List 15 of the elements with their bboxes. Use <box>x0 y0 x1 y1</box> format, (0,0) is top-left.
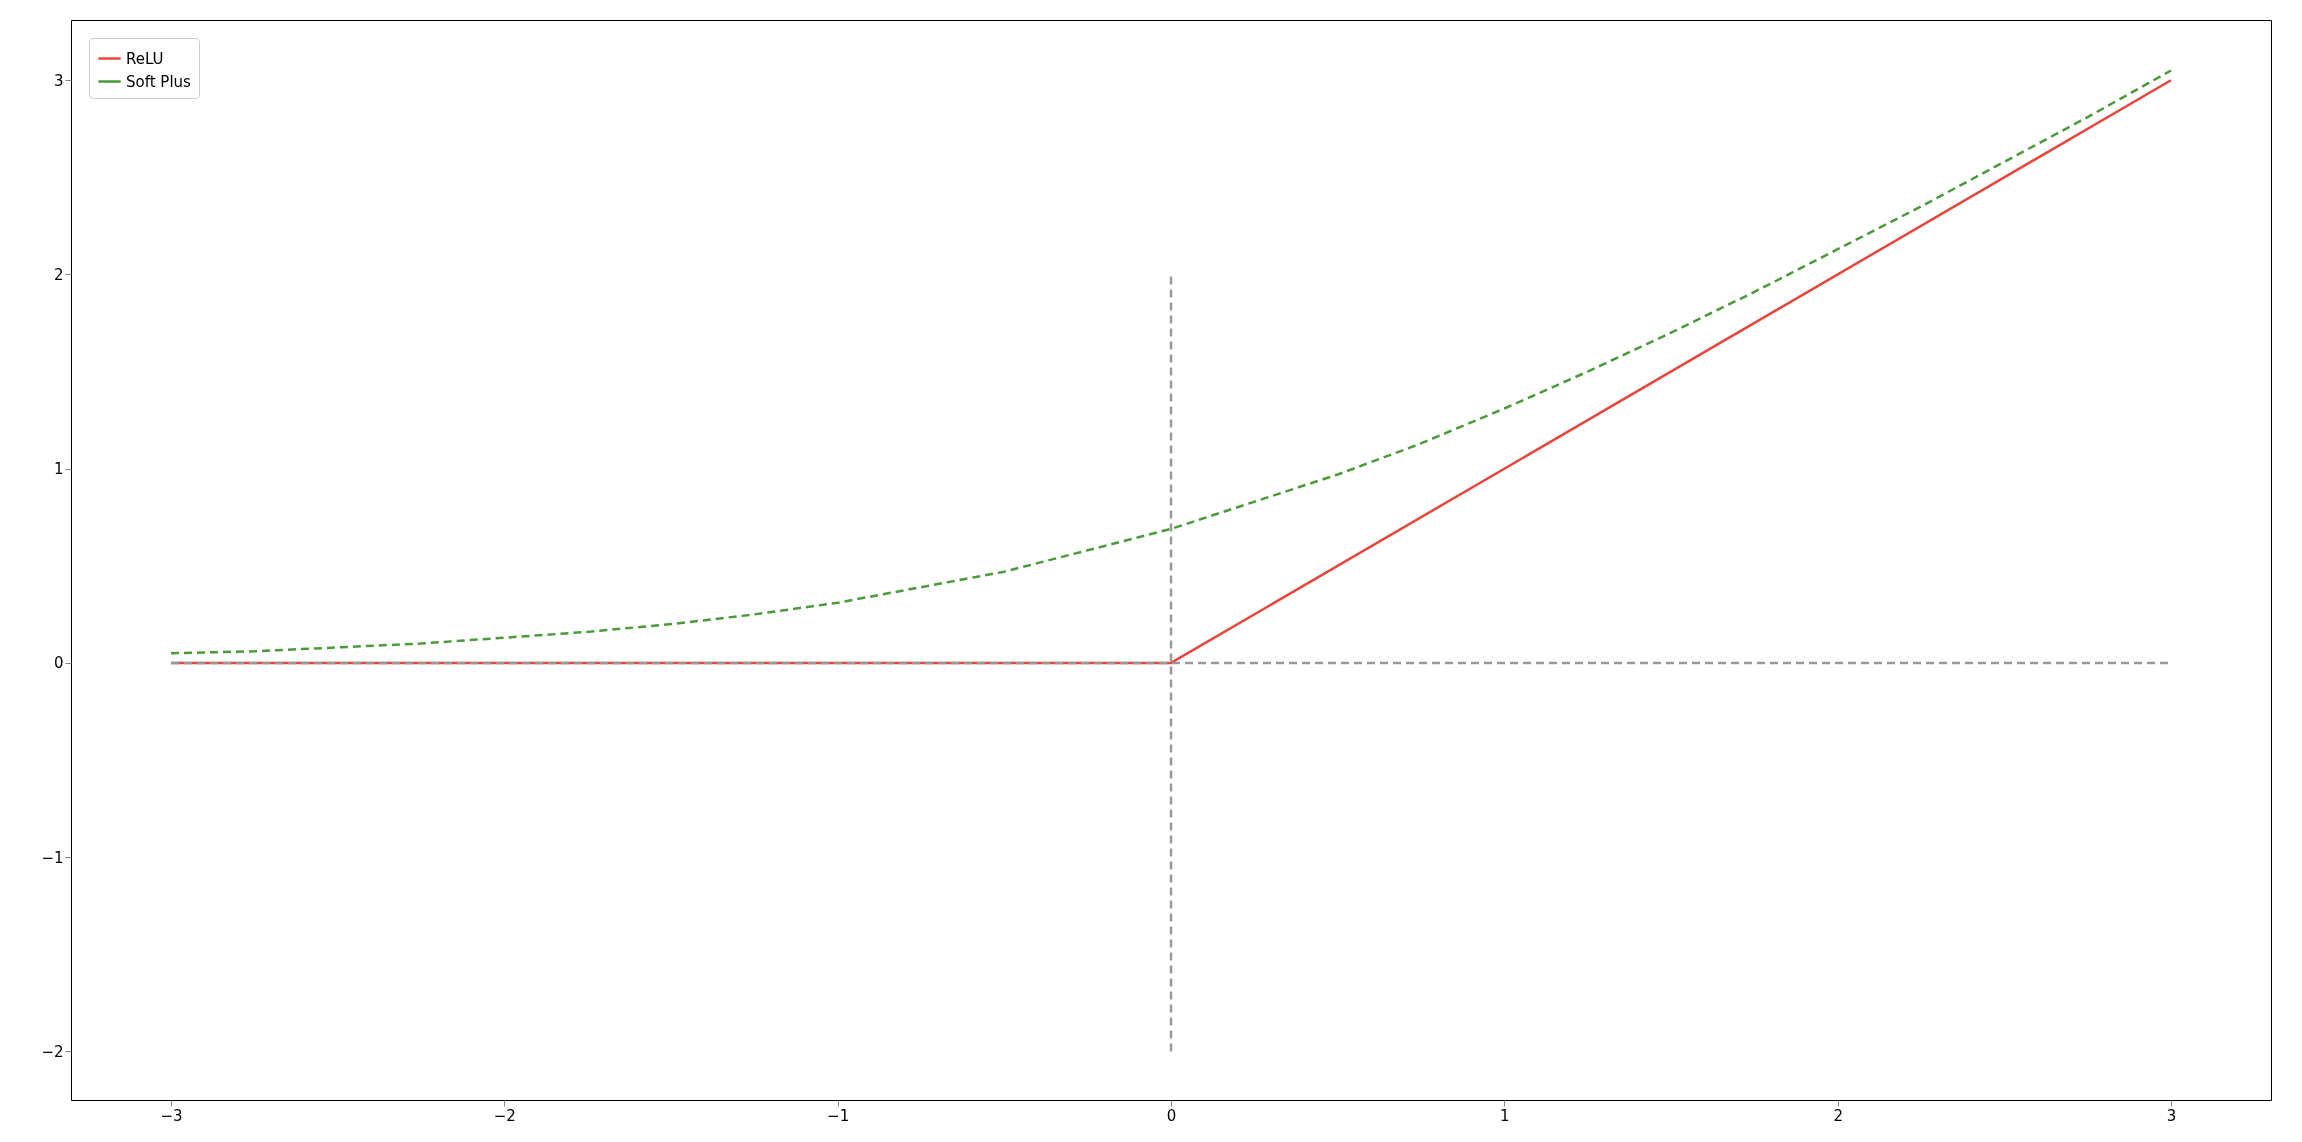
x-tick-label: −2 <box>493 1106 516 1125</box>
y-tick-label: 0 <box>53 654 64 673</box>
y-tick-label: −2 <box>41 1042 64 1061</box>
legend-label: Soft Plus <box>126 72 192 91</box>
y-tick-label: 3 <box>53 71 64 90</box>
y-tick-label: −1 <box>41 848 64 867</box>
x-tick-label: −3 <box>160 1106 183 1125</box>
x-tick-label: 3 <box>2166 1106 2177 1125</box>
x-tick-label: 1 <box>1500 1106 1510 1125</box>
legend-label: ReLU <box>126 49 164 68</box>
y-tick-label: 2 <box>53 265 64 284</box>
y-tick-label: 1 <box>53 460 64 479</box>
x-tick-label: −1 <box>827 1106 850 1125</box>
x-tick-label: 2 <box>1833 1106 1843 1125</box>
x-tick-label: 0 <box>1166 1106 1177 1125</box>
